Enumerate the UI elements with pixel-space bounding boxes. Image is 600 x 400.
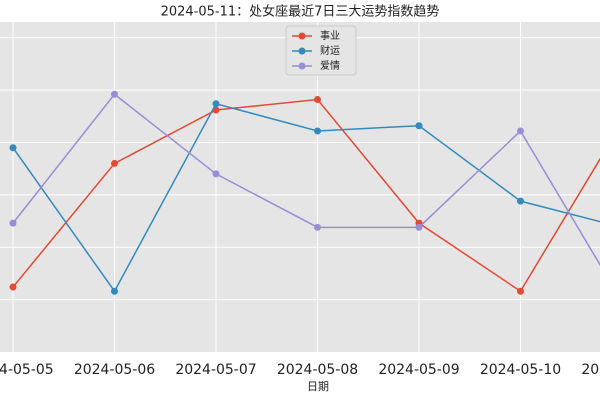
data-point [517,127,524,135]
legend-label: 爱情 [320,59,340,72]
data-point [111,287,118,295]
data-point [517,197,524,205]
x-axis-label: 日期 [307,380,329,393]
x-tick-label: 2024-05-05 [0,362,54,378]
data-point [111,159,118,167]
chart-title: 2024-05-11：处女座最近7日三大运势指数趋势 [161,4,440,20]
data-point [415,122,423,130]
x-tick-label: 2024-05-06 [74,362,155,378]
legend-marker [298,62,306,70]
x-tick-label: 2024-05-10 [480,362,561,378]
data-point [314,127,321,135]
plot-area [0,22,600,352]
data-point [9,283,17,291]
data-point [314,96,321,104]
x-tick-label: 2024-05-07 [175,362,256,378]
data-point [212,170,220,178]
data-point [517,287,524,295]
data-point [212,100,220,108]
legend-label: 事业 [320,29,340,42]
x-tick-label: 2024-05-09 [378,362,459,378]
legend-label: 财运 [320,44,340,57]
data-point [9,144,17,152]
data-point [415,223,423,231]
data-point [111,90,118,98]
data-point [314,223,321,231]
legend-marker [298,32,306,40]
x-tick-label: 2024-05-11 [581,362,600,378]
x-tick-label: 2024-05-08 [277,362,358,378]
legend-marker [298,47,306,55]
data-point [9,219,17,227]
